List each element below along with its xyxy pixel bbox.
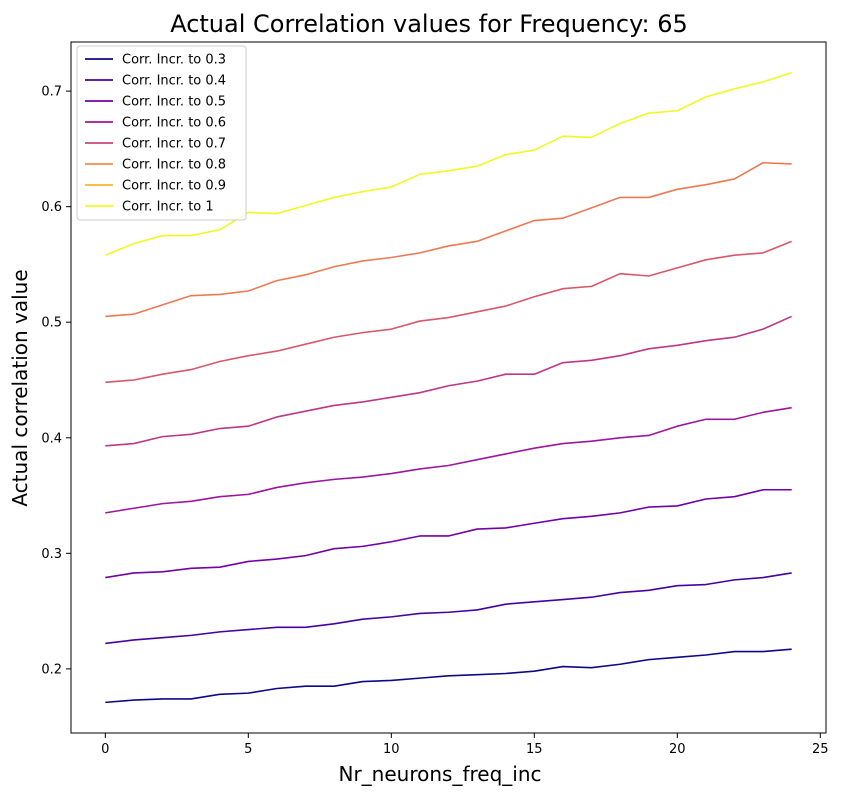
legend-entry: Corr. Incr. to 0.4 bbox=[122, 74, 226, 89]
plot-lines bbox=[105, 71, 793, 704]
series-line-3 bbox=[105, 488, 792, 579]
y-tick-label: 0.5 bbox=[41, 316, 62, 331]
legend-entry: Corr. Incr. to 0.8 bbox=[122, 158, 226, 173]
x-tick-label: 0 bbox=[101, 742, 109, 757]
chart-title: Actual Correlation values for Frequency:… bbox=[170, 10, 688, 38]
plot-frame bbox=[70, 41, 827, 734]
series-line-5 bbox=[105, 315, 793, 447]
series-line-4 bbox=[105, 406, 792, 514]
legend-entry: Corr. Incr. to 0.5 bbox=[122, 95, 226, 110]
series-line-7 bbox=[105, 161, 792, 318]
series-line-2 bbox=[105, 572, 792, 645]
x-tick-label: 20 bbox=[669, 742, 686, 757]
y-tick-label: 0.3 bbox=[41, 547, 62, 562]
y-tick-label: 0.4 bbox=[41, 431, 62, 446]
series-line-8 bbox=[105, 71, 792, 256]
x-tick-label: 25 bbox=[812, 742, 829, 757]
y-tick-label: 0.2 bbox=[41, 662, 62, 677]
legend-entry: Corr. Incr. to 0.3 bbox=[122, 53, 226, 68]
legend-entry: Corr. Incr. to 1 bbox=[122, 200, 214, 215]
y-axis-label: Actual correlation value bbox=[8, 269, 32, 506]
series-line-6 bbox=[105, 240, 792, 384]
legend-box bbox=[76, 45, 247, 221]
legend: Corr. Incr. to 0.3 Corr. Incr. to 0.4 Corr… bbox=[76, 45, 247, 221]
x-tick-label: 10 bbox=[383, 742, 400, 757]
x-axis-label: Nr_neurons_freq_inc bbox=[338, 762, 541, 786]
x-tick-label: 15 bbox=[526, 742, 543, 757]
y-tick-label: 0.7 bbox=[41, 85, 62, 100]
series-line-1 bbox=[105, 648, 792, 704]
legend-entry: Corr. Incr. to 0.7 bbox=[122, 137, 226, 152]
x-tick-label: 5 bbox=[244, 742, 252, 757]
legend-entry: Corr. Incr. to 0.6 bbox=[122, 116, 226, 131]
legend-entry: Corr. Incr. to 0.9 bbox=[122, 179, 226, 194]
x-axis-ticks: 0 5 10 15 20 25 bbox=[101, 733, 829, 757]
y-axis-ticks: 0.2 0.3 0.4 0.5 0.6 0.7 bbox=[41, 85, 71, 677]
y-tick-label: 0.6 bbox=[41, 200, 62, 215]
